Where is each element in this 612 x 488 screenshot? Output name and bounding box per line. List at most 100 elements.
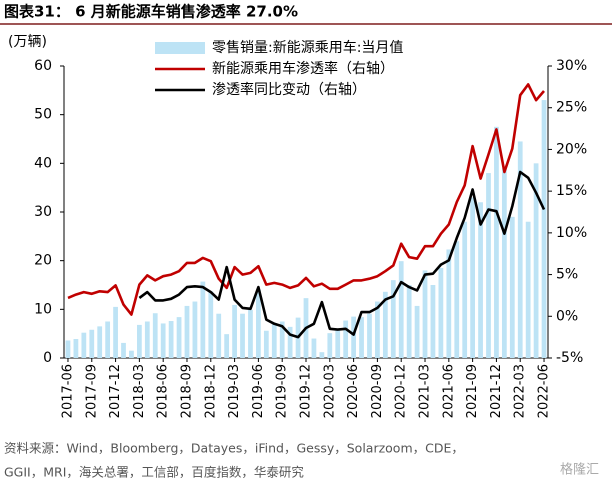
bar <box>89 329 95 358</box>
x-tick-label: 2018-06 <box>156 364 171 418</box>
bar <box>478 202 483 358</box>
x-tick-label: 2021-09 <box>465 364 480 418</box>
bar <box>398 261 404 358</box>
y2-tick-label: 25% <box>556 100 587 116</box>
bar <box>160 323 166 358</box>
x-tick-label: 2022-06 <box>537 364 552 418</box>
bar <box>343 320 349 358</box>
bar <box>335 330 341 358</box>
bar <box>438 267 444 358</box>
bar <box>200 281 206 358</box>
bar <box>517 141 523 358</box>
bar <box>430 285 436 358</box>
x-tick-label: 2018-09 <box>179 364 194 418</box>
bar <box>470 197 476 358</box>
bar <box>541 100 547 359</box>
bar <box>216 313 222 358</box>
bar <box>240 313 245 358</box>
bar <box>501 168 507 358</box>
bar <box>462 221 468 358</box>
bar <box>414 305 420 358</box>
bar <box>256 289 261 358</box>
x-tick-label: 2018-12 <box>203 364 218 418</box>
y-unit: (万辆) <box>8 34 47 50</box>
bar <box>208 291 214 358</box>
bar <box>136 324 142 358</box>
x-tick-label: 2019-09 <box>275 364 290 418</box>
bar <box>65 340 71 358</box>
source: 资料来源：Wind，Bloomberg，Datayes，iFind，Gessy，… <box>4 441 464 456</box>
bar <box>121 342 126 358</box>
bar <box>113 306 118 358</box>
y-tick-label: 10 <box>34 301 52 317</box>
y2-tick-label: 15% <box>556 183 587 199</box>
x-tick-label: 2019-03 <box>227 364 242 418</box>
bar <box>390 280 396 358</box>
bar <box>509 216 515 358</box>
bar <box>406 285 412 358</box>
bar <box>176 317 182 358</box>
bar <box>525 221 531 358</box>
legend-label: 渗透率同比变动（右轴） <box>212 81 366 98</box>
y-tick-label: 40 <box>34 155 52 171</box>
bar <box>359 317 364 358</box>
y2-tick-label: 5% <box>556 267 578 283</box>
bar <box>152 313 158 358</box>
y-tick-label: 0 <box>43 350 52 366</box>
x-tick-label: 2020-06 <box>346 364 361 418</box>
bar <box>311 338 317 358</box>
legend-label: 新能源乘用车渗透率（右轴） <box>212 60 394 77</box>
x-tick-label: 2017-09 <box>84 364 99 418</box>
bar <box>168 321 174 358</box>
x-tick-label: 2021-03 <box>418 364 433 418</box>
bar <box>192 301 198 358</box>
x-tick-label: 2021-06 <box>441 364 456 418</box>
x-tick-label: 2018-03 <box>132 364 147 418</box>
legend-label: 零售销量:新能源乘用车:当月值 <box>212 39 403 56</box>
x-tick-label: 2017-06 <box>60 364 75 418</box>
line <box>67 83 545 316</box>
bar <box>279 321 285 358</box>
chart-title: 图表31： 6 月新能源车销售渗透率 27.0% <box>4 3 298 21</box>
bar <box>105 321 111 358</box>
x-tick-label: 2017-12 <box>108 364 123 418</box>
y-tick-label: 50 <box>34 107 52 123</box>
y2-tick-label: 0% <box>556 308 578 324</box>
bar <box>144 321 150 358</box>
y-tick-label: 20 <box>34 253 52 269</box>
x-tick-label: 2020-12 <box>394 364 409 418</box>
bar <box>287 326 293 358</box>
bar <box>224 334 230 358</box>
bar <box>533 163 539 358</box>
bar <box>184 305 190 358</box>
line <box>138 170 546 339</box>
x-tick-label: 2019-12 <box>299 364 314 418</box>
legend-swatch <box>155 42 205 54</box>
x-tick-label: 2020-03 <box>322 364 337 418</box>
bar <box>382 291 388 358</box>
bar <box>351 316 356 358</box>
bar <box>319 352 325 358</box>
x-tick-label: 2020-09 <box>370 364 385 418</box>
y2-tick-label: 30% <box>556 58 587 74</box>
bar <box>73 339 79 358</box>
y2-tick-label: -5% <box>556 350 583 366</box>
y2-tick-label: 20% <box>556 141 587 157</box>
x-tick-label: 2019-06 <box>251 364 266 418</box>
bar <box>81 332 87 358</box>
bar <box>446 249 452 358</box>
x-tick-label: 2022-03 <box>513 364 528 418</box>
y-tick-label: 30 <box>34 204 52 220</box>
bar <box>263 330 269 358</box>
bar <box>486 173 491 358</box>
bar <box>97 326 103 358</box>
bar <box>129 350 134 358</box>
bar <box>494 126 499 358</box>
bar <box>422 270 428 358</box>
bar <box>232 304 237 358</box>
bar <box>454 241 460 358</box>
watermark: 格隆汇 <box>560 462 599 478</box>
source: GGII，MRI，海关总署，工信部，百度指数，华泰研究 <box>4 465 304 480</box>
y2-tick-label: 10% <box>556 225 587 241</box>
